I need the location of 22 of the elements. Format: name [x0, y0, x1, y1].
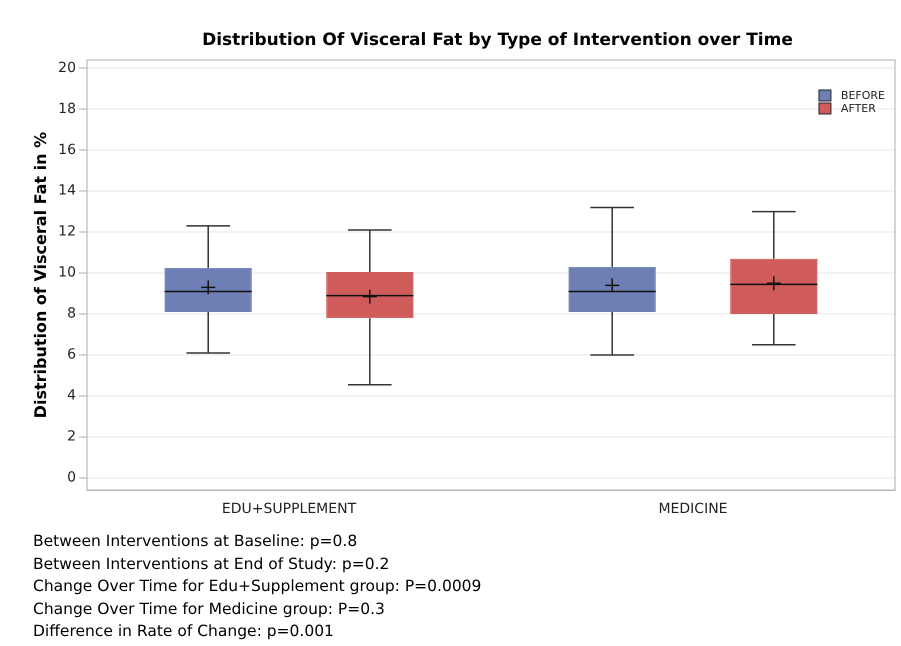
text: Between Interventions at Baseline: p=0.8 [33, 531, 358, 552]
y-tick-label: 16 [58, 142, 76, 158]
legend-label: AFTER [840, 102, 876, 115]
y-tick-label: 4 [67, 388, 76, 404]
y-tick-label: 6 [67, 346, 76, 363]
legend-label: BEFORE [840, 88, 886, 102]
text: Between Interventions at End of Study: p=0.2 [33, 554, 390, 574]
y-tick-label: 0 [67, 470, 76, 486]
y-tick-label: 14 [58, 182, 76, 199]
y-tick-label: 18 [58, 100, 76, 117]
text: Difference in Rate of Change: p=0.001 [33, 621, 335, 642]
x-tick-label: EDU+SUPPLEMENT [222, 501, 357, 518]
text: Change Over Time for Edu+Supplement group: P=0.0009 [33, 576, 482, 597]
y-tick-label: 8 [67, 306, 76, 322]
y-tick-label: 2 [67, 428, 76, 445]
text: Change Over Time for Medicine group: P=0.3 [33, 598, 386, 620]
chart-title: Distribution Of Visceral Fat by Type of Intervention over Time [201, 30, 794, 50]
y-tick-label: 12 [58, 224, 76, 240]
x-tick-label: MEDICINE [658, 501, 728, 518]
y-axis-title: Distribution of Visceral Fat in % [30, 132, 50, 418]
y-tick-label: 10 [58, 264, 76, 281]
y-tick-label: 20 [58, 60, 76, 76]
